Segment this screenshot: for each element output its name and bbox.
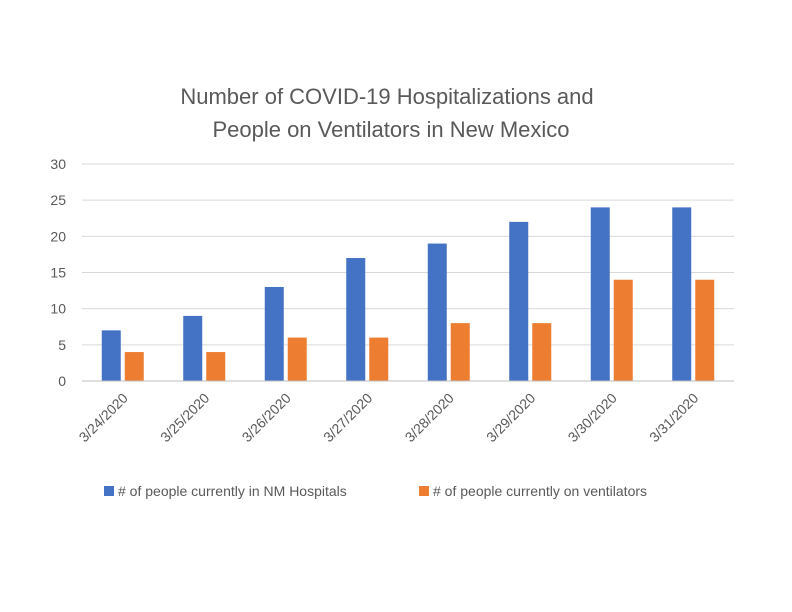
bar-ventilators-1: [124, 352, 144, 381]
bar-hospitalized-7: [590, 207, 610, 381]
x-tick-label: 3/30/2020: [565, 390, 621, 446]
x-tick-label: 3/28/2020: [402, 390, 458, 446]
bar-hospitalized-6: [509, 221, 529, 381]
bar-ventilators-7: [613, 279, 633, 381]
bar-ventilators-6: [532, 323, 552, 381]
legend-swatch: [419, 486, 429, 496]
bar-hospitalized-4: [346, 258, 366, 381]
y-tick-label: 0: [58, 373, 66, 389]
bar-hospitalized-2: [183, 315, 203, 381]
x-tick-label: 3/31/2020: [646, 390, 702, 446]
bar-hospitalized-8: [672, 207, 692, 381]
bar-hospitalized-5: [427, 243, 447, 381]
legend-label: # of people currently in NM Hospitals: [118, 483, 347, 499]
y-tick-label: 25: [50, 192, 66, 208]
chart-title-line-2: People on Ventilators in New Mexico: [212, 117, 569, 142]
bar-hospitalized-1: [101, 330, 121, 381]
x-axis-tick-labels: 3/24/2020 3/25/2020 3/26/2020 3/27/2020 3/28…: [76, 390, 702, 446]
x-tick-label: 3/29/2020: [483, 390, 539, 446]
legend-swatch: [104, 486, 114, 496]
gridlines: [82, 163, 734, 346]
y-tick-label: 30: [50, 156, 66, 172]
chart-title: Number of COVID-19 Hospitalizations and …: [180, 84, 593, 142]
y-axis-tick-labels: 0 5 10 15 20 25 30: [50, 156, 66, 389]
bar-ventilators-8: [695, 279, 715, 381]
x-tick-label: 3/26/2020: [239, 390, 295, 446]
bar-hospitalized-3: [264, 286, 284, 381]
y-tick-label: 10: [50, 301, 66, 317]
chart-title-line-1: Number of COVID-19 Hospitalizations and: [180, 84, 593, 109]
bar-ventilators-3: [287, 337, 307, 381]
bars: [101, 207, 715, 381]
bar-ventilators-4: [369, 337, 389, 381]
legend-label: # of people currently on ventilators: [433, 483, 647, 499]
x-tick-label: 3/25/2020: [157, 390, 213, 446]
y-tick-label: 15: [50, 265, 66, 281]
x-tick-label: 3/27/2020: [320, 390, 376, 446]
x-tick-label: 3/24/2020: [76, 390, 132, 446]
y-tick-label: 5: [58, 337, 66, 353]
bar-ventilators-2: [206, 352, 226, 381]
bar-ventilators-5: [450, 323, 470, 381]
legend: # of people currently in NM Hospitals # o…: [104, 483, 647, 499]
y-tick-label: 20: [50, 228, 66, 244]
